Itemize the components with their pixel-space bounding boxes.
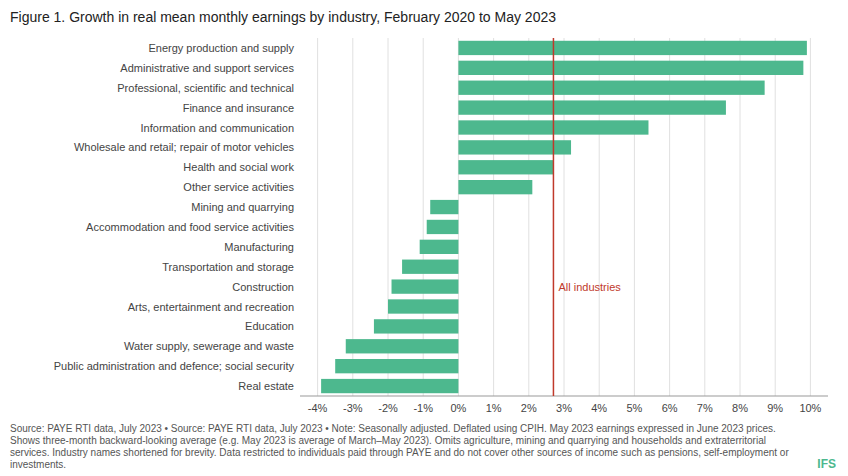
bar: [388, 299, 458, 313]
category-label: Public administration and defence; socia…: [54, 360, 295, 372]
bar: [430, 200, 458, 214]
tick-label: -4%: [308, 402, 328, 414]
x-axis: [300, 396, 828, 397]
logo: IFS: [817, 457, 836, 471]
category-label: Other service activities: [183, 181, 294, 193]
category-label: Water supply, sewerage and waste: [124, 340, 294, 352]
title: Figure 1. Growth in real mean monthly ea…: [10, 9, 556, 25]
category-label: Mining and quarrying: [191, 201, 294, 213]
tick-label: 7%: [697, 402, 713, 414]
category-label: Information and communication: [141, 122, 294, 134]
tick-label: 10%: [799, 402, 821, 414]
category-label: Administrative and support services: [120, 62, 294, 74]
category-label: Health and social work: [183, 161, 294, 173]
bar: [458, 41, 806, 55]
reference-label: All industries: [558, 281, 621, 293]
bar: [321, 379, 458, 393]
category-label: Manufacturing: [224, 241, 294, 253]
bar: [374, 319, 458, 333]
bar: [458, 81, 764, 95]
bars: [321, 41, 807, 393]
tick-label: 4%: [591, 402, 607, 414]
tick-label: -1%: [413, 402, 433, 414]
category-label: Transportation and storage: [162, 261, 294, 273]
bar: [420, 240, 459, 254]
chart: Figure 1. Growth in real mean monthly ea…: [0, 0, 848, 476]
bar: [346, 339, 459, 353]
tick-label: 5%: [626, 402, 642, 414]
bar: [392, 279, 459, 293]
x-ticks: -4% -3% -2% -1% 0% 1% 2% 3% 4% 5% 6% 7% 8% 9% 10%: [308, 402, 822, 414]
category-label: Construction: [232, 281, 294, 293]
bar: [458, 160, 553, 174]
reference-line: [553, 38, 555, 396]
tick-label: 9%: [767, 402, 783, 414]
y-ticks: Energy production and supply Administrati…: [54, 42, 295, 392]
bar: [458, 180, 532, 194]
bar: [458, 61, 803, 75]
bar: [402, 260, 458, 274]
tick-label: 6%: [662, 402, 678, 414]
annotations: All industries: [553, 38, 621, 396]
tick-label: 2%: [521, 402, 537, 414]
category-label: Wholesale and retail; repair of motor ve…: [74, 141, 295, 153]
bar: [427, 220, 459, 234]
category-label: Real estate: [238, 380, 294, 392]
tick-label: -3%: [343, 402, 363, 414]
category-label: Accommodation and food service activitie…: [86, 221, 294, 233]
grid-line: [775, 38, 776, 396]
tick-label: 0%: [450, 402, 466, 414]
tick-label: 8%: [732, 402, 748, 414]
category-label: Education: [245, 320, 294, 332]
category-label: Professional, scientific and technical: [117, 82, 294, 94]
category-label: Finance and insurance: [183, 102, 294, 114]
bar: [458, 100, 726, 114]
grid-line: [810, 38, 811, 396]
grid-line: [317, 38, 318, 396]
grid: [318, 38, 811, 396]
tick-label: 1%: [486, 402, 502, 414]
category-label: Arts, entertainment and recreation: [128, 301, 294, 313]
category-label: Energy production and supply: [148, 42, 294, 54]
footnote: Source: PAYE RTI data, July 2023 • Sourc…: [10, 423, 792, 470]
tick-label: 3%: [556, 402, 572, 414]
bar: [335, 359, 458, 373]
tick-label: -2%: [378, 402, 398, 414]
